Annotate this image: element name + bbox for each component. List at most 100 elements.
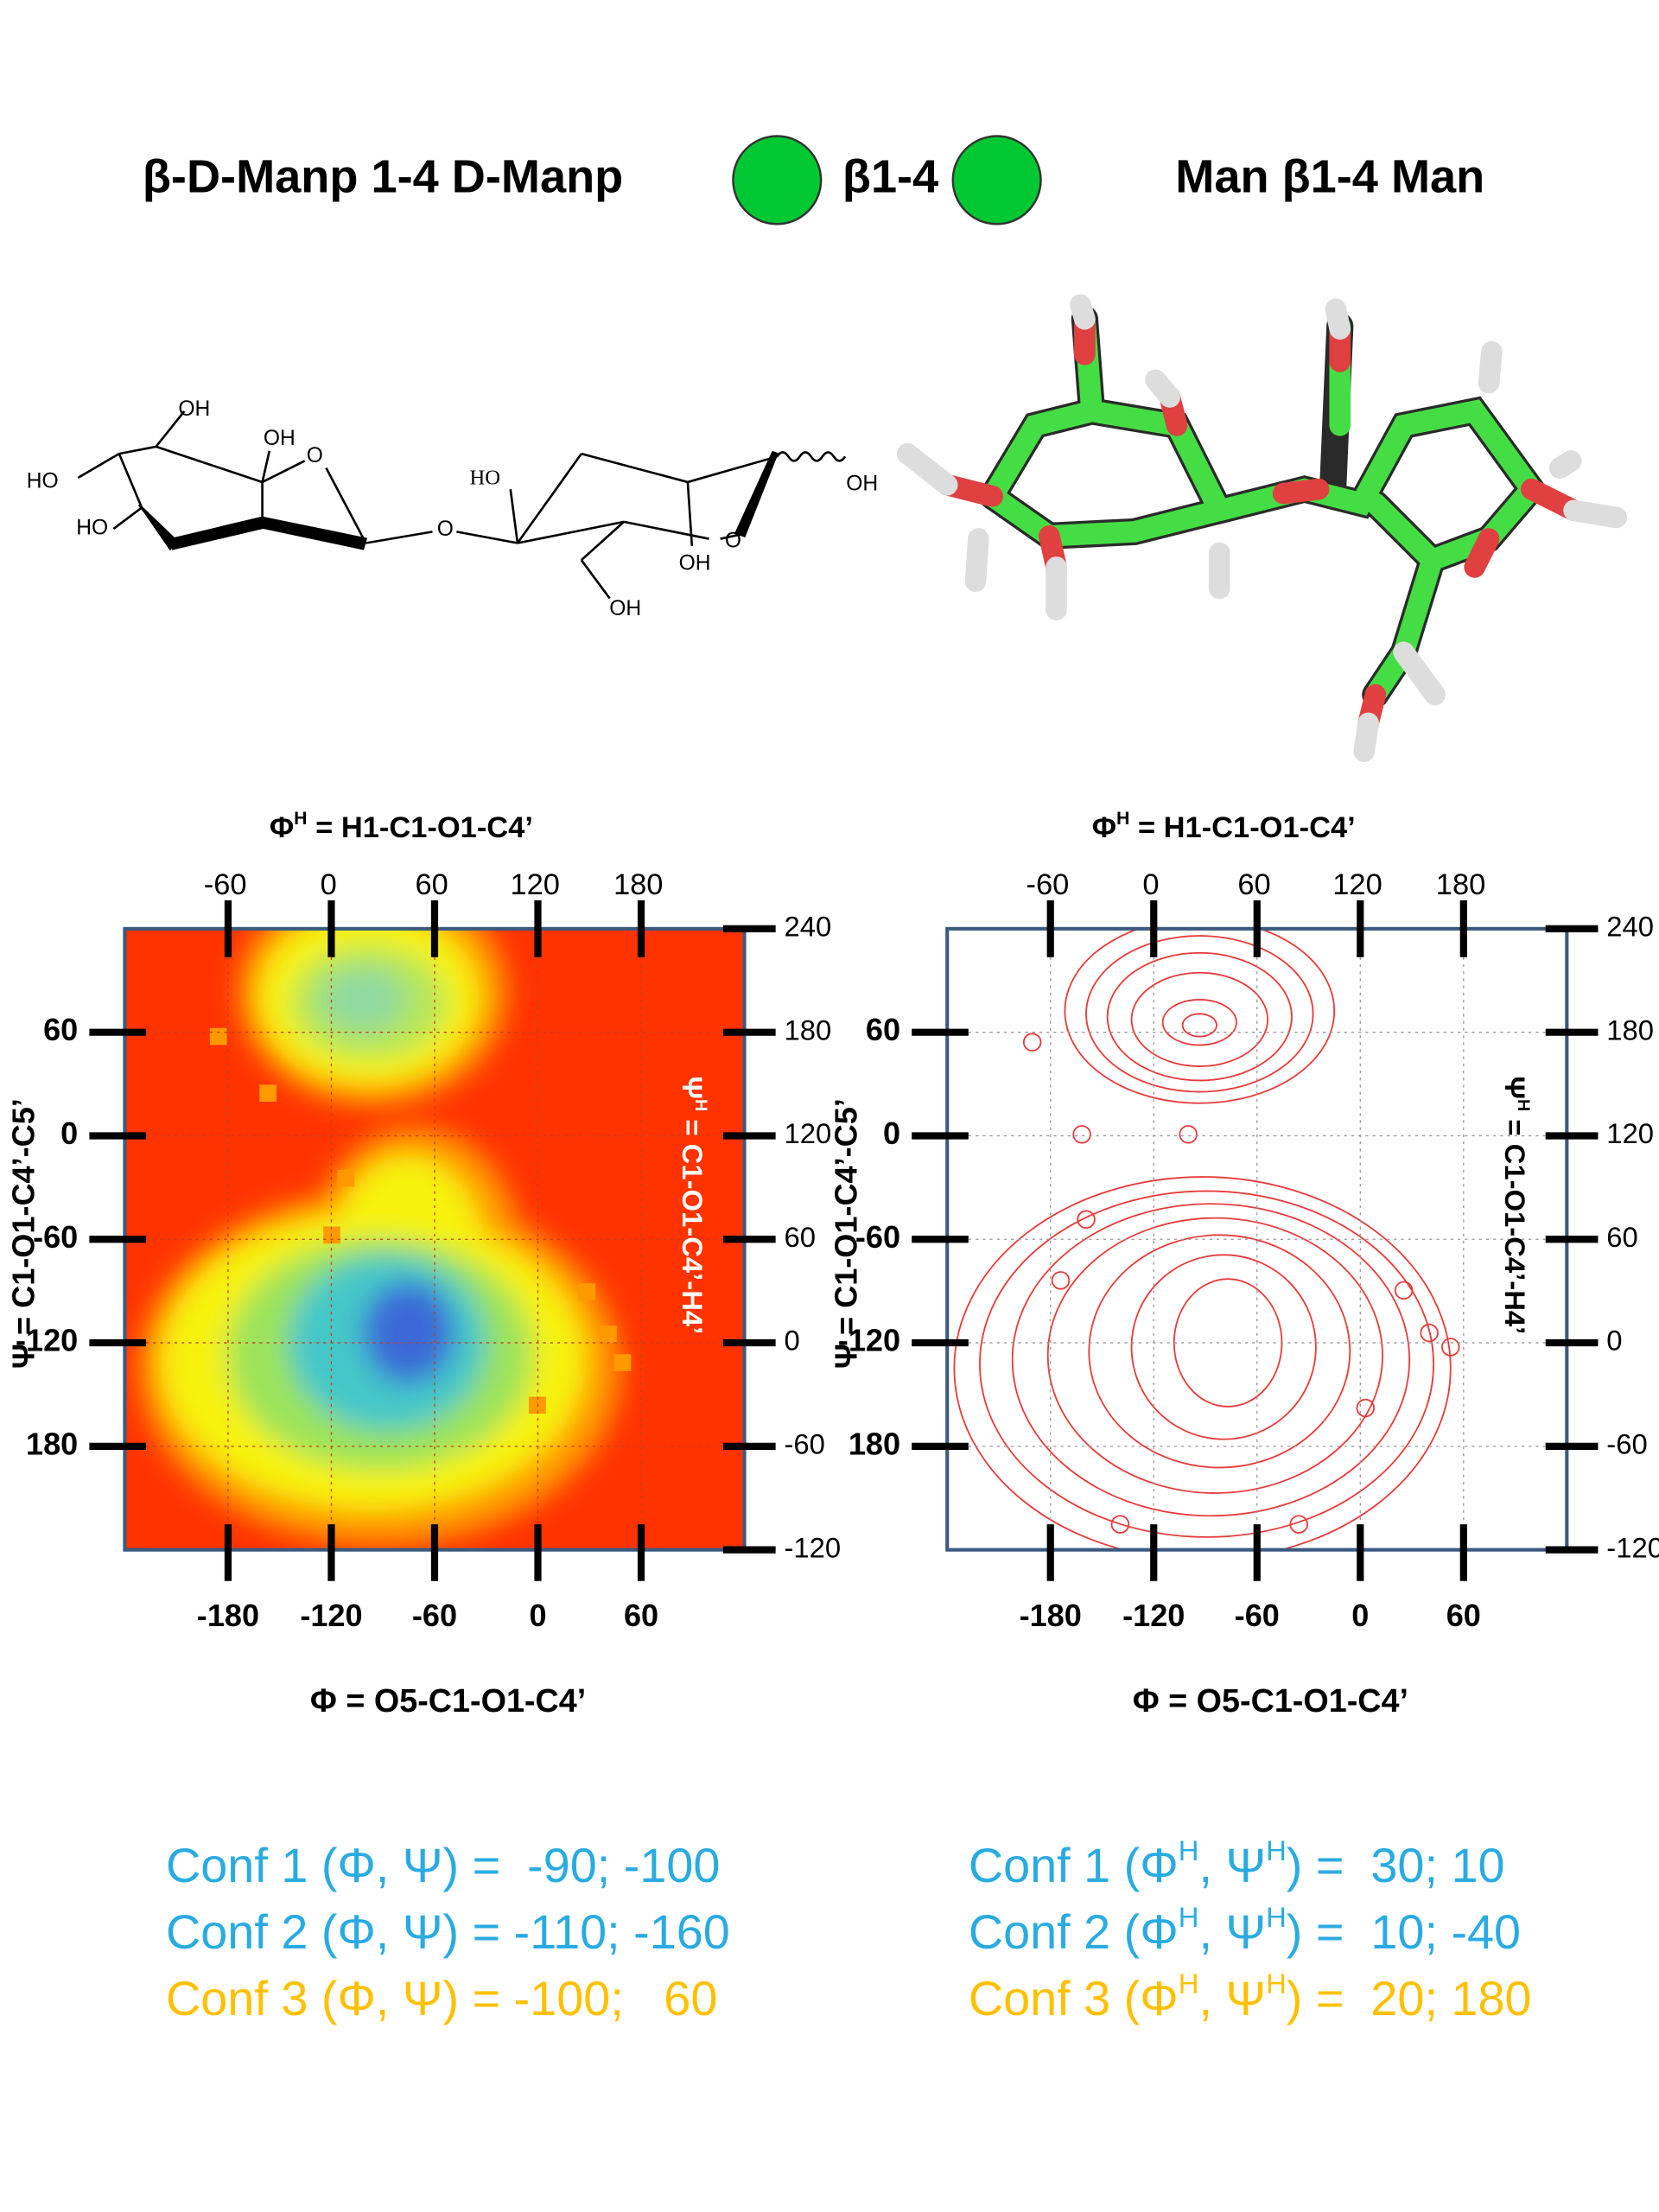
structure-3d xyxy=(896,294,1628,763)
header-right: Man β1-4 Man xyxy=(1175,151,1484,203)
text-segment: = H1-C1-O1-C4’ xyxy=(308,811,533,844)
header-left: β-D-Manp 1-4 D-Manp xyxy=(143,151,623,203)
text-segment: = C1-O1-C4’-H4’ xyxy=(677,1111,709,1334)
contour-line xyxy=(1051,1271,1071,1290)
atom-label: OH xyxy=(178,397,210,421)
top-tick-label: 180 xyxy=(613,868,663,901)
contour-line xyxy=(1289,1515,1308,1534)
right-tick-label: 240 xyxy=(784,911,831,943)
left-tick-label: 180 xyxy=(849,1426,900,1461)
atom-label: OH xyxy=(264,427,296,450)
conformation: Conf 1 (Φ, Ψ) = -90; -100 xyxy=(166,1838,720,1892)
plot-area xyxy=(947,928,1567,1550)
text-segment: , Ψ xyxy=(1198,1904,1266,1959)
bottom-tick-label: -120 xyxy=(300,1598,362,1633)
right-axis-title: ΨH = C1-O1-C4’-H4’ xyxy=(677,1076,710,1334)
top-axis-title: ΦH = H1-C1-O1-C4’ xyxy=(1092,808,1356,844)
top-tick-label: 60 xyxy=(1237,868,1270,901)
left-tick-label: -120 xyxy=(16,1323,78,1358)
structure-2d xyxy=(77,410,847,600)
density-cell xyxy=(209,1027,227,1046)
top-tick-label: 120 xyxy=(1332,868,1382,901)
mannose-symbol xyxy=(951,135,1042,226)
atom-label: HO xyxy=(76,517,108,540)
left-tick-label: 0 xyxy=(60,1116,78,1151)
left-axis-title: Ψ = C1-O1-C4’-C5’ xyxy=(828,1098,863,1369)
contour-line xyxy=(1130,1254,1317,1440)
contour-line xyxy=(1161,999,1237,1046)
contour-line xyxy=(1064,928,1336,1104)
top-tick-label: 60 xyxy=(416,868,448,901)
density-cell xyxy=(578,1283,596,1300)
text-segment: , Ψ xyxy=(1198,1971,1266,2025)
top-axis-title: ΦH = H1-C1-O1-C4’ xyxy=(270,808,533,844)
atom-label: OH xyxy=(679,552,711,575)
bottom-tick-label: 60 xyxy=(624,1598,658,1633)
contour-line xyxy=(1022,1033,1042,1052)
right-tick-label: 180 xyxy=(784,1014,831,1046)
bottom-axis-title: Φ = O5-C1-O1-C4’ xyxy=(1133,1682,1408,1719)
density-cell xyxy=(613,1354,632,1371)
atom-label: HO xyxy=(27,469,59,493)
text-segment: H xyxy=(1266,1834,1287,1866)
contour-line xyxy=(979,1190,1434,1538)
contour-line xyxy=(953,1176,1452,1550)
text-segment: = H1-C1-O1-C4’ xyxy=(1129,811,1355,844)
conformation: Conf 3 (Φ, Ψ) = -100; 60 xyxy=(166,1971,717,2025)
text-segment: H xyxy=(1179,1834,1199,1866)
top-tick-label: -60 xyxy=(204,868,247,901)
plot: -60 0 60 120 180 -180 -120 -60 0 60 60 0 -60 -120 180 2… xyxy=(828,808,1659,1719)
right-tick-label: -60 xyxy=(784,1428,824,1460)
right-tick-label: 60 xyxy=(1606,1221,1638,1253)
text-segment: ) = 10; -40 xyxy=(1287,1904,1521,1959)
contour-line xyxy=(1011,1203,1411,1517)
density-cell xyxy=(600,1325,617,1344)
right-tick-label: -120 xyxy=(1606,1531,1659,1563)
text-segment: , Ψ xyxy=(1198,1838,1266,1892)
text-segment: Φ xyxy=(1092,811,1116,844)
bottom-tick-label: 60 xyxy=(1446,1598,1481,1633)
left-tick-label: 0 xyxy=(883,1116,900,1151)
conformation: Conf 2 (ΦH, ΨH) = 10; -40 xyxy=(969,1901,1521,1959)
text-segment: Conf 2 (Φ, Ψ) = -110; -160 xyxy=(166,1904,730,1959)
left-tick-label: 180 xyxy=(26,1426,78,1461)
density-region xyxy=(320,968,406,1032)
text-segment: Ψ xyxy=(677,1076,709,1099)
conformation: Conf 1 (ΦH, ΨH) = 30; 10 xyxy=(969,1834,1505,1892)
text-segment: H xyxy=(1266,1901,1287,1933)
plot: -60 0 60 120 180 -180 -120 -60 0 60 60 0 -60 -120 180 2… xyxy=(5,808,841,1719)
left-tick-label: -60 xyxy=(33,1219,78,1255)
bottom-tick-label: -180 xyxy=(1020,1598,1082,1633)
contour-line xyxy=(1441,1338,1460,1357)
contour-line xyxy=(1130,971,1268,1067)
atom-label: OH xyxy=(609,597,641,620)
top-tick-label: 120 xyxy=(510,868,559,901)
density-cell xyxy=(259,1084,276,1103)
contour-line xyxy=(1110,1515,1130,1534)
text-segment: Ψ = C1-O1-C4’-C5’ xyxy=(828,1098,863,1369)
contour-line xyxy=(1179,1125,1198,1144)
right-tick-label: -120 xyxy=(784,1531,841,1563)
text-segment: Φ xyxy=(270,811,294,844)
plots: -60 0 60 120 180 -180 -120 -60 0 60 60 0 -60 -120 180 2… xyxy=(5,808,1659,1719)
left-tick-label: -60 xyxy=(855,1219,900,1255)
text-segment: Ψ xyxy=(1499,1076,1531,1099)
conformation: Conf 2 (Φ, Ψ) = -110; -160 xyxy=(166,1904,730,1959)
text-segment: = C1-O1-C4’-H4’ xyxy=(1499,1111,1531,1334)
right-tick-label: 0 xyxy=(1606,1325,1622,1357)
bottom-tick-label: -60 xyxy=(1235,1598,1280,1633)
left-tick-label: 60 xyxy=(43,1012,78,1047)
atom-label: OH xyxy=(846,473,878,496)
atom-label: O xyxy=(307,444,323,467)
right-tick-label: 180 xyxy=(1606,1014,1654,1046)
contour-line xyxy=(1106,951,1293,1082)
text-segment: Conf 1 (Φ, Ψ) = -90; -100 xyxy=(166,1838,720,1892)
density-region xyxy=(363,1281,454,1384)
right-axis-title: ΨH = C1-O1-C4’-H4’ xyxy=(1499,1076,1532,1334)
text-segment: Conf 2 (Φ xyxy=(969,1904,1179,1959)
text-segment: H xyxy=(294,808,307,829)
text-segment: Conf 1 (Φ xyxy=(969,1838,1179,1892)
bottom-axis-title: Φ = O5-C1-O1-C4’ xyxy=(310,1682,586,1719)
right-tick-label: 120 xyxy=(784,1117,831,1149)
bottom-tick-label: 0 xyxy=(1351,1598,1369,1633)
